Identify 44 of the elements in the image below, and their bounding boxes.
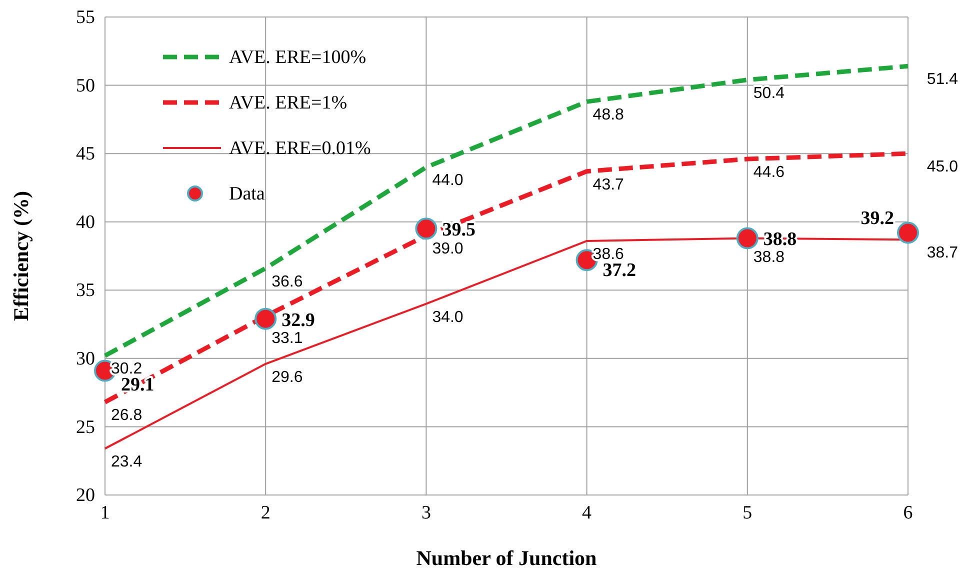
data-label: 48.8 <box>592 106 624 124</box>
y-tick-label: 20 <box>76 485 95 506</box>
data-label: 45.0 <box>926 158 958 176</box>
data-label: 51.4 <box>926 71 958 88</box>
data-label: 29.6 <box>272 368 303 386</box>
y-tick-label: 30 <box>76 348 95 370</box>
data-label: 39.2 <box>860 208 894 229</box>
legend-label: AVE. ERE=0.01% <box>229 138 371 159</box>
x-axis-title: Number of Junction <box>416 546 598 570</box>
data-label: 34.0 <box>432 308 464 326</box>
data-label: 36.6 <box>272 273 303 290</box>
data-label: 26.8 <box>111 407 142 424</box>
y-tick-label: 25 <box>76 416 95 438</box>
x-tick-label: 2 <box>260 502 270 524</box>
data-label: 44.0 <box>432 172 464 190</box>
x-tick-label: 1 <box>100 502 110 524</box>
data-label: 33.1 <box>272 330 303 347</box>
y-tick-label: 55 <box>76 7 95 28</box>
legend-label: AVE. ERE=1% <box>229 92 348 114</box>
data-label: 39.5 <box>442 220 476 241</box>
data-label: 39.0 <box>432 240 464 258</box>
y-tick-label: 40 <box>76 212 95 233</box>
point <box>415 218 438 240</box>
data-label: 38.8 <box>753 249 785 266</box>
x-tick-label: 4 <box>582 502 592 524</box>
point <box>736 227 758 250</box>
y-tick-label: 50 <box>76 75 95 96</box>
x-tick-label: 6 <box>903 502 913 524</box>
legend-label: Data <box>229 184 266 204</box>
x-tick-label: 3 <box>421 502 431 524</box>
data-label: 32.9 <box>282 310 315 331</box>
point <box>897 222 919 244</box>
data-label: 50.4 <box>753 84 785 102</box>
data-label: 43.7 <box>592 176 624 194</box>
y-tick-label: 35 <box>76 280 95 302</box>
data-label: 44.6 <box>753 164 785 182</box>
y-tick-label: 45 <box>76 144 95 165</box>
data-label: 23.4 <box>111 454 142 471</box>
y-axis-title: Efficiency (%) <box>9 190 33 322</box>
line-series <box>102 64 910 358</box>
data-label: 38.7 <box>926 244 958 262</box>
legend-label: AVE. ERE=100% <box>229 47 366 68</box>
point <box>254 308 277 330</box>
x-tick-label: 5 <box>742 502 752 524</box>
